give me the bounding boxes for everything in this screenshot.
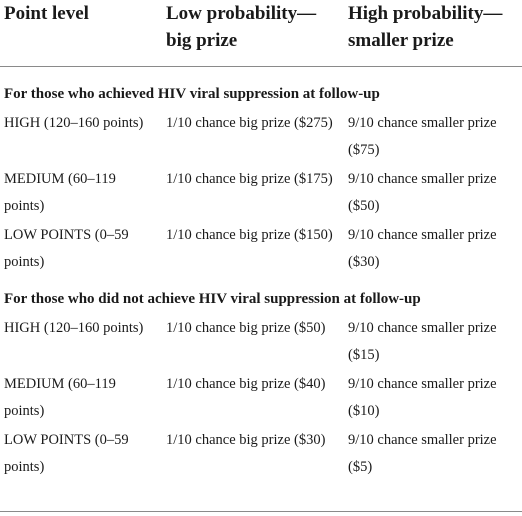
table-row: LOW POINTS (0–59 points) 1/10 chance big… [0,220,522,276]
cell-point-level: HIGH (120–160 points) [4,115,144,131]
cell-high-probability: 9/10 chance smaller prize ($10) [348,376,497,419]
cell-point-level: LOW POINTS (0–59 points) [4,227,129,270]
table-bottom-rule [0,511,522,512]
cell-point-level: HIGH (120–160 points) [4,320,144,336]
cell-high-probability: 9/10 chance smaller prize ($5) [348,432,497,475]
cell-high-probability: 9/10 chance smaller prize ($30) [348,227,497,270]
cell-point-level: MEDIUM (60–119 points) [4,376,116,419]
section-row-suppressed: For those who achieved HIV viral suppres… [0,67,522,109]
cell-low-probability: 1/10 chance big prize ($50) [166,320,326,336]
table-row: LOW POINTS (0–59 points) 1/10 chance big… [0,425,522,483]
cell-point-level: LOW POINTS (0–59 points) [4,432,129,475]
cell-high-probability: 9/10 chance smaller prize ($75) [348,115,497,158]
table-row: HIGH (120–160 points) 1/10 chance big pr… [0,313,522,369]
table-row: MEDIUM (60–119 points) 1/10 chance big p… [0,369,522,425]
cell-low-probability: 1/10 chance big prize ($30) [166,432,326,448]
cell-low-probability: 1/10 chance big prize ($275) [166,115,333,131]
cell-high-probability: 9/10 chance smaller prize ($50) [348,171,497,214]
table-row: MEDIUM (60–119 points) 1/10 chance big p… [0,164,522,220]
cell-low-probability: 1/10 chance big prize ($150) [166,227,333,243]
table-header: Point level Low probability—big prize Hi… [0,0,522,67]
header-high-probability: High probability—smaller prize [348,3,503,51]
section-title: For those who did not achieve HIV viral … [4,291,421,307]
section-row-not-suppressed: For those who did not achieve HIV viral … [0,276,522,313]
cell-low-probability: 1/10 chance big prize ($175) [166,171,333,187]
table-row: HIGH (120–160 points) 1/10 chance big pr… [0,108,522,164]
prize-table: Point level Low probability—big prize Hi… [0,0,522,484]
table-body: For those who achieved HIV viral suppres… [0,67,522,484]
cell-high-probability: 9/10 chance smaller prize ($15) [348,320,497,363]
section-title: For those who achieved HIV viral suppres… [4,86,380,102]
cell-point-level: MEDIUM (60–119 points) [4,171,116,214]
cell-low-probability: 1/10 chance big prize ($40) [166,376,326,392]
header-row: Point level Low probability—big prize Hi… [0,0,522,67]
header-low-probability: Low probability—big prize [166,3,317,51]
header-point-level: Point level [4,3,89,24]
